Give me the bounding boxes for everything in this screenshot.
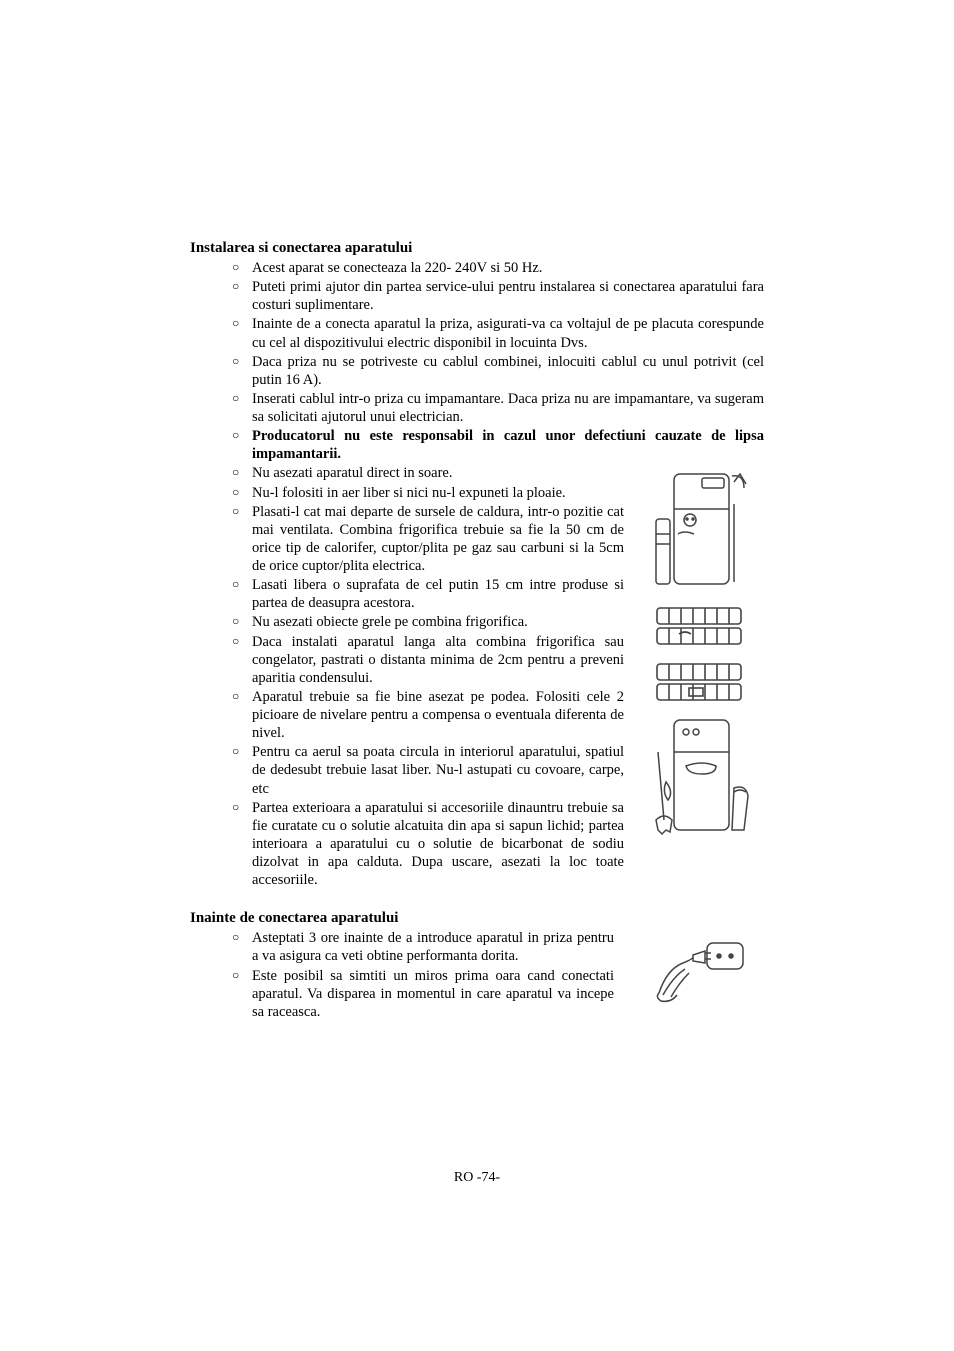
section2-text-col: Asteptati 3 ore inainte de a introduce a… [190, 929, 614, 1022]
list-item: Pentru ca aerul sa poata circula in inte… [232, 743, 624, 797]
list-item: Lasati libera o suprafata de cel putin 1… [232, 576, 624, 612]
section2-heading: Inainte de conectarea aparatului [190, 910, 764, 927]
list-item: Producatorul nu este responsabil in cazu… [232, 427, 764, 463]
list-item: Nu asezati aparatul direct in soare. [232, 464, 624, 482]
section2: Inainte de conectarea aparatului Astepta… [190, 910, 764, 1022]
section2-illustration-col [614, 929, 764, 1007]
list-item: Acest aparat se conecteaza la 220- 240V … [232, 259, 764, 277]
list-item: Partea exterioara a aparatului si acceso… [232, 799, 624, 890]
section1-heading: Instalarea si conectarea aparatului [190, 240, 764, 257]
list-item: Aparatul trebuie sa fie bine asezat pe p… [232, 688, 624, 742]
section1-two-col: Nu asezati aparatul direct in soare. Nu-l… [190, 464, 764, 890]
fridge-stove-icon [644, 464, 754, 594]
list-item: Inserati cablul intr-o priza cu impamant… [232, 390, 764, 426]
section1-narrow-col: Nu asezati aparatul direct in soare. Nu-l… [190, 464, 624, 890]
radiator-icon-1 [649, 600, 749, 650]
list-item: Nu asezati obiecte grele pe combina frig… [232, 613, 624, 631]
list-item: Este posibil sa simtiti un miros prima o… [232, 967, 614, 1021]
section1-list-wide: Acest aparat se conecteaza la 220- 240V … [190, 259, 764, 463]
plug-hand-icon [649, 937, 749, 1007]
list-item: Asteptati 3 ore inainte de a introduce a… [232, 929, 614, 965]
page-footer: RO -74- [0, 1170, 954, 1186]
list-item: Puteti primi ajutor din partea service-u… [232, 278, 764, 314]
radiator-icon-2 [649, 656, 749, 706]
document-page: Instalarea si conectarea aparatului Aces… [0, 0, 954, 1351]
list-item: Nu-l folositi in aer liber si nici nu-l … [232, 484, 624, 502]
section1-list-narrow: Nu asezati aparatul direct in soare. Nu-l… [190, 464, 624, 889]
section2-list: Asteptati 3 ore inainte de a introduce a… [190, 929, 614, 1021]
section2-two-col: Asteptati 3 ore inainte de a introduce a… [190, 929, 764, 1022]
list-item: Daca instalati aparatul langa alta combi… [232, 633, 624, 687]
list-item: Plasati-l cat mai departe de sursele de … [232, 503, 624, 576]
list-item: Daca priza nu se potriveste cu cablul co… [232, 353, 764, 389]
fridge-cleaning-icon [644, 712, 754, 842]
list-item: Inainte de a conecta aparatul la priza, … [232, 315, 764, 351]
illustration-column [624, 464, 764, 842]
